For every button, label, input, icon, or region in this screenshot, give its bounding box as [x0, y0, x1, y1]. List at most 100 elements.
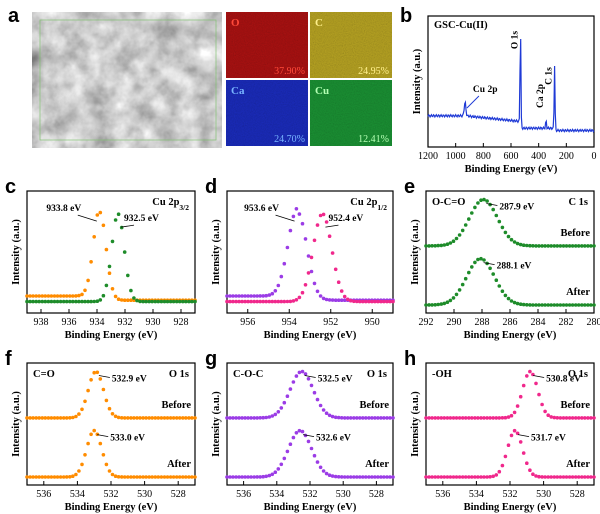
data-point [470, 211, 474, 215]
eds-map-ca: Ca 24.70% [226, 80, 308, 146]
panel-d: d 956 954 952 950 Binding Energy (eV) Intensit… [205, 176, 395, 341]
data-point [58, 416, 63, 420]
data-point [424, 303, 428, 307]
data-point [336, 415, 341, 420]
data-point [479, 416, 483, 420]
data-point [491, 272, 496, 276]
data-point [80, 462, 84, 467]
data-point [485, 416, 489, 420]
data-point [243, 294, 247, 298]
data-point [330, 298, 335, 302]
data-point [279, 274, 284, 279]
data-point [147, 299, 151, 304]
x-tick-label: 536 [435, 489, 450, 500]
x-tick-label: 600 [504, 151, 519, 162]
panel-label-d: d [205, 176, 217, 198]
data-point [276, 410, 281, 414]
data-point [494, 278, 499, 283]
data-point [555, 416, 560, 420]
data-point [116, 212, 121, 216]
chart-title: O 1s [169, 369, 189, 380]
data-point [83, 299, 87, 304]
data-point [570, 303, 575, 307]
data-point [479, 475, 483, 479]
data-point [503, 415, 508, 420]
data-point [303, 283, 308, 287]
data-point [261, 474, 266, 479]
data-point [126, 416, 130, 420]
data-point [424, 416, 428, 420]
data-point [561, 303, 566, 307]
data-point [509, 237, 514, 242]
data-point [543, 475, 547, 479]
data-point [442, 416, 447, 420]
data-point [327, 413, 332, 418]
data-point [336, 298, 341, 303]
data-point [463, 223, 468, 227]
data-point [153, 299, 158, 304]
data-point [321, 469, 326, 473]
data-point [385, 416, 389, 420]
data-point [436, 243, 441, 248]
data-point [86, 441, 90, 446]
data-point [342, 475, 347, 479]
data-point [540, 475, 544, 479]
data-point [454, 416, 459, 420]
data-point [589, 475, 593, 479]
data-point [28, 294, 32, 298]
data-point [28, 475, 32, 479]
data-point [361, 416, 365, 420]
data-point [174, 299, 179, 304]
plot-frame [26, 190, 196, 314]
data-point [184, 416, 188, 420]
data-point [181, 475, 185, 479]
data-point [476, 257, 480, 262]
data-point [500, 416, 505, 420]
data-point [92, 235, 96, 239]
data-point [83, 288, 87, 293]
data-point [55, 299, 60, 304]
data-point [34, 475, 38, 479]
y-axis-label: Intensity (a.u.) [410, 219, 421, 285]
data-point [153, 416, 158, 420]
data-point [470, 265, 474, 269]
data-point [540, 303, 544, 307]
data-point [34, 294, 38, 298]
chart-title: O 1s [367, 369, 387, 380]
x-axis-label: Binding Energy (eV) [65, 330, 158, 341]
data-point [77, 293, 81, 298]
data-point [165, 416, 170, 420]
data-point [339, 298, 344, 303]
data-point [74, 414, 78, 419]
data-point [358, 475, 362, 479]
data-point [104, 462, 109, 467]
eds-percent-label: 37.90% [274, 66, 305, 77]
data-point [485, 475, 489, 479]
data-point [318, 294, 323, 298]
peak-label: 932.5 eV [124, 214, 159, 224]
data-point [25, 416, 29, 420]
data-point [52, 299, 57, 304]
data-point [104, 283, 109, 288]
data-point [40, 475, 45, 479]
data-point [252, 416, 256, 420]
data-point [488, 475, 492, 479]
data-point [476, 475, 480, 479]
data-point [71, 415, 75, 420]
data-point [592, 416, 596, 420]
data-point [515, 431, 520, 436]
data-point [80, 292, 84, 297]
data-point [246, 416, 250, 420]
data-point [31, 416, 35, 420]
data-point [288, 228, 293, 233]
data-point [122, 250, 127, 254]
x-tick-label: 528 [171, 489, 186, 500]
data-point [445, 242, 450, 246]
data-point [482, 475, 486, 479]
peak-arrow [304, 375, 316, 378]
data-point [285, 394, 290, 399]
data-point [494, 473, 499, 477]
peak-annotation: O 1s [511, 31, 521, 50]
data-point [126, 273, 130, 278]
data-point [348, 475, 353, 479]
